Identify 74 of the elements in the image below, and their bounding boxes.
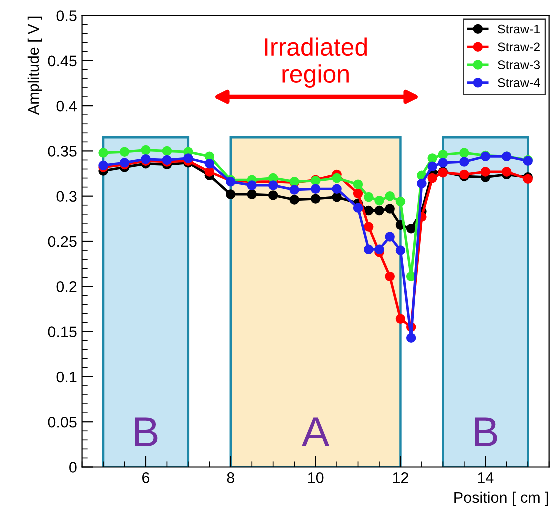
point	[406, 224, 416, 234]
point	[353, 180, 364, 190]
point	[268, 190, 278, 200]
point	[120, 147, 130, 157]
point	[385, 232, 395, 242]
point	[204, 167, 215, 177]
x-tick-label: 12	[393, 472, 408, 484]
point	[396, 246, 406, 256]
y-tick-label: 0.15	[48, 326, 77, 338]
point	[247, 190, 257, 200]
y-tick-label: 0.3	[56, 191, 77, 202]
legend-label: Straw-1	[498, 24, 540, 34]
point	[268, 180, 278, 190]
annotation: Irradiated region	[265, 38, 368, 88]
point	[438, 150, 448, 160]
band-label: B	[475, 418, 498, 446]
point	[204, 158, 215, 169]
point	[332, 173, 342, 184]
point	[98, 148, 108, 158]
point	[460, 157, 470, 167]
y-tick-label: 0.45	[48, 56, 77, 67]
legend-label: Straw-2	[498, 42, 540, 52]
point	[226, 190, 236, 200]
y-tick-label: 0.25	[48, 236, 77, 248]
point	[310, 194, 321, 204]
point	[428, 154, 438, 164]
point	[417, 178, 427, 189]
point	[290, 195, 300, 205]
x-tick-label: 8	[227, 472, 234, 484]
point	[428, 173, 438, 184]
point	[396, 314, 406, 324]
point	[364, 222, 374, 232]
y-axis-title: Amplitude [ V ]	[28, 16, 42, 116]
x-axis-title: Position [ cm ]	[454, 492, 548, 506]
point	[332, 192, 342, 202]
y-tick-label: 0.2	[56, 282, 77, 292]
point	[374, 244, 384, 254]
y-tick-label: 0.05	[48, 416, 77, 428]
point	[385, 204, 395, 214]
point	[428, 162, 438, 172]
y-tick-label: 0	[70, 462, 77, 473]
legend-label: Straw-3	[498, 60, 540, 70]
point	[374, 196, 384, 206]
point	[385, 272, 395, 282]
point	[247, 180, 257, 190]
point	[290, 185, 300, 195]
band-label: B	[135, 418, 158, 446]
point	[502, 167, 512, 177]
x-tick-label: 10	[308, 472, 324, 484]
point	[332, 184, 342, 194]
point	[364, 206, 374, 216]
point	[162, 146, 172, 156]
point	[460, 148, 470, 158]
y-tick-label: 0.35	[48, 146, 77, 157]
legend-label: Straw-4	[498, 78, 540, 88]
point	[310, 184, 321, 194]
point	[438, 158, 448, 168]
y-tick-label: 0.5	[56, 10, 77, 22]
point	[353, 188, 364, 199]
point	[141, 145, 151, 156]
band-label: A	[302, 418, 330, 446]
point	[396, 196, 406, 207]
y-tick-label: 0.4	[56, 100, 77, 112]
point	[406, 333, 416, 343]
point	[364, 192, 374, 202]
point	[184, 154, 194, 164]
point	[364, 244, 374, 254]
point	[353, 203, 364, 213]
x-tick-label: 6	[142, 472, 150, 484]
point	[480, 167, 490, 177]
y-tick-label: 0.1	[56, 372, 77, 383]
point	[385, 191, 395, 202]
x-tick-label: 14	[478, 472, 494, 484]
point	[374, 206, 384, 216]
